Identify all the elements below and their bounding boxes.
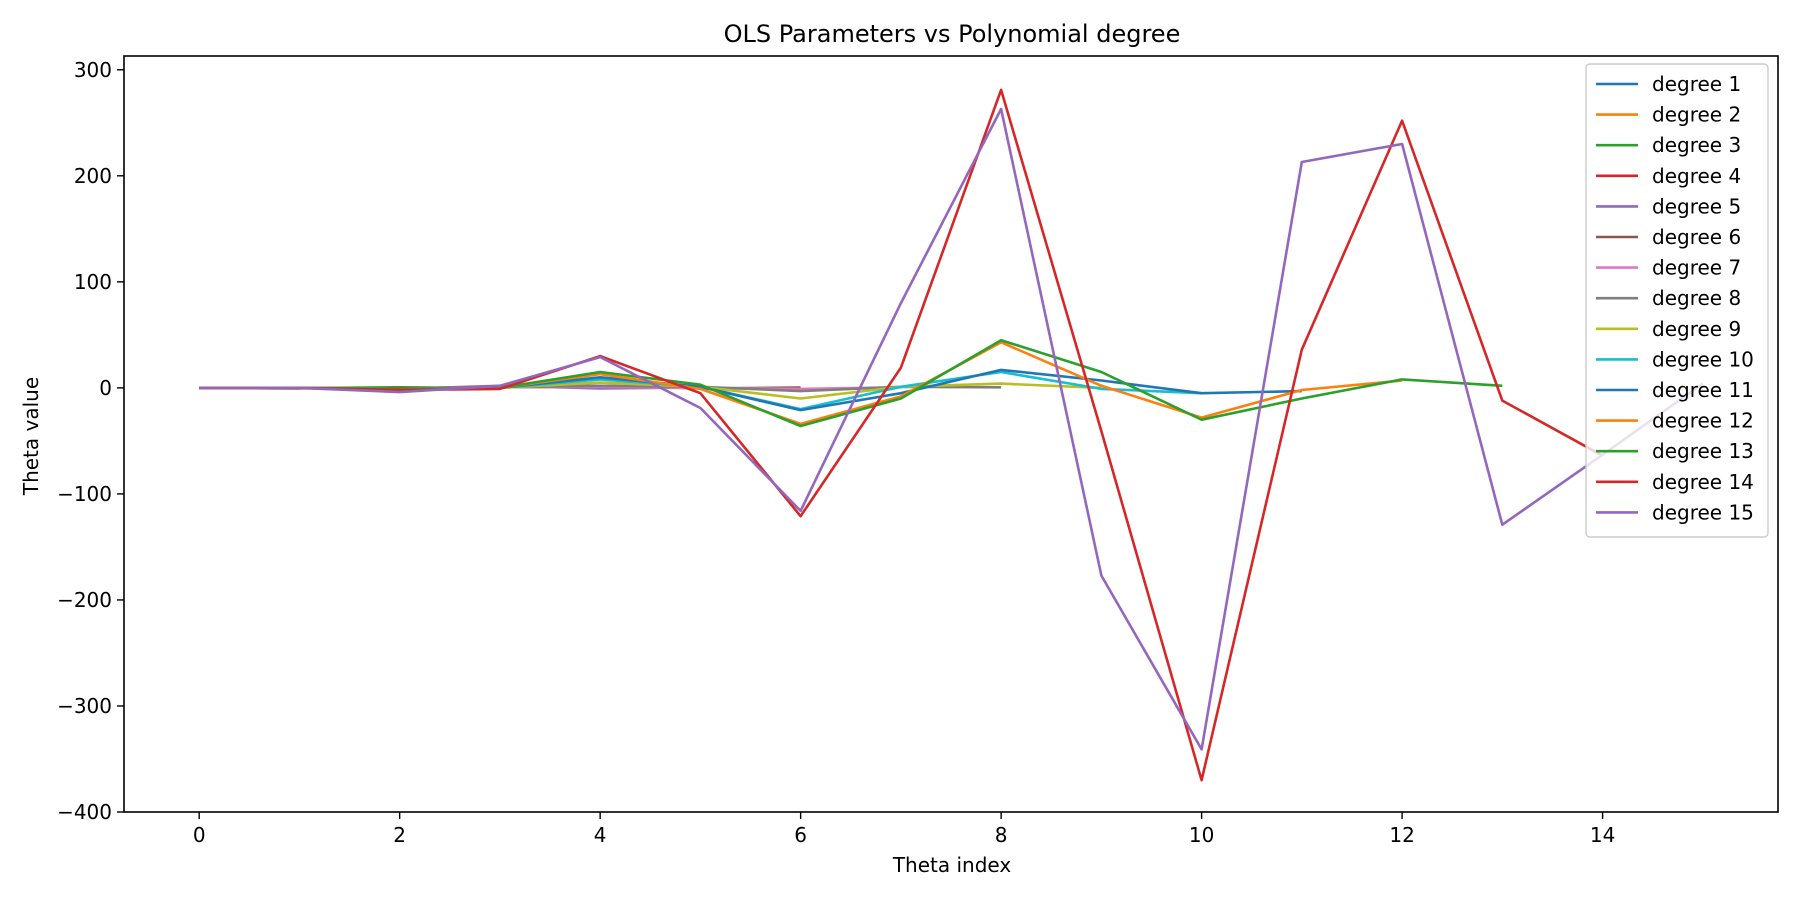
legend-label: degree 10	[1652, 347, 1754, 371]
x-axis-label: Theta index	[892, 853, 1012, 877]
x-tick-label: 10	[1189, 823, 1214, 847]
tick-layer: 0 2 4 6 8 10 12 14 −400 −300 −200 −100 0 100 200 300	[57, 58, 1615, 847]
series-line-degree-15	[199, 107, 1704, 751]
x-tick-label: 8	[995, 823, 1008, 847]
x-tick-label: 2	[393, 823, 406, 847]
y-tick-label: −200	[57, 588, 112, 612]
y-tick-label: 0	[99, 376, 112, 400]
legend: degree 1 degree 2 degree 3 degree 4 degree 5…	[1585, 63, 1769, 538]
legend-box	[1585, 63, 1769, 538]
x-tick-label: 14	[1590, 823, 1615, 847]
x-tick-label: 4	[594, 823, 607, 847]
series-layer	[199, 88, 1704, 782]
legend-label: degree 2	[1652, 103, 1741, 127]
y-tick-label: −400	[57, 800, 112, 824]
x-tick-label: 0	[193, 823, 206, 847]
x-tick-label: 12	[1389, 823, 1414, 847]
legend-label: degree 11	[1652, 378, 1754, 402]
legend-label: degree 1	[1652, 72, 1741, 96]
legend-label: degree 5	[1652, 194, 1741, 218]
legend-label: degree 9	[1652, 317, 1741, 341]
legend-label: degree 7	[1652, 256, 1741, 280]
y-tick-label: 100	[74, 270, 112, 294]
chart-title: OLS Parameters vs Polynomial degree	[724, 20, 1181, 48]
legend-label: degree 8	[1652, 286, 1741, 310]
y-tick-label: −300	[57, 694, 112, 718]
y-axis-label: Theta value	[19, 377, 43, 496]
x-tick-label: 6	[794, 823, 807, 847]
y-tick-label: 200	[74, 164, 112, 188]
legend-label: degree 12	[1652, 409, 1754, 433]
legend-label: degree 15	[1652, 500, 1754, 524]
y-tick-label: −100	[57, 482, 112, 506]
plot-area-frame	[123, 55, 1779, 813]
legend-label: degree 3	[1652, 133, 1741, 157]
y-tick-label: 300	[74, 58, 112, 82]
legend-label: degree 4	[1652, 164, 1741, 188]
legend-label: degree 6	[1652, 225, 1741, 249]
legend-label: degree 14	[1652, 470, 1754, 494]
legend-label: degree 13	[1652, 439, 1754, 463]
